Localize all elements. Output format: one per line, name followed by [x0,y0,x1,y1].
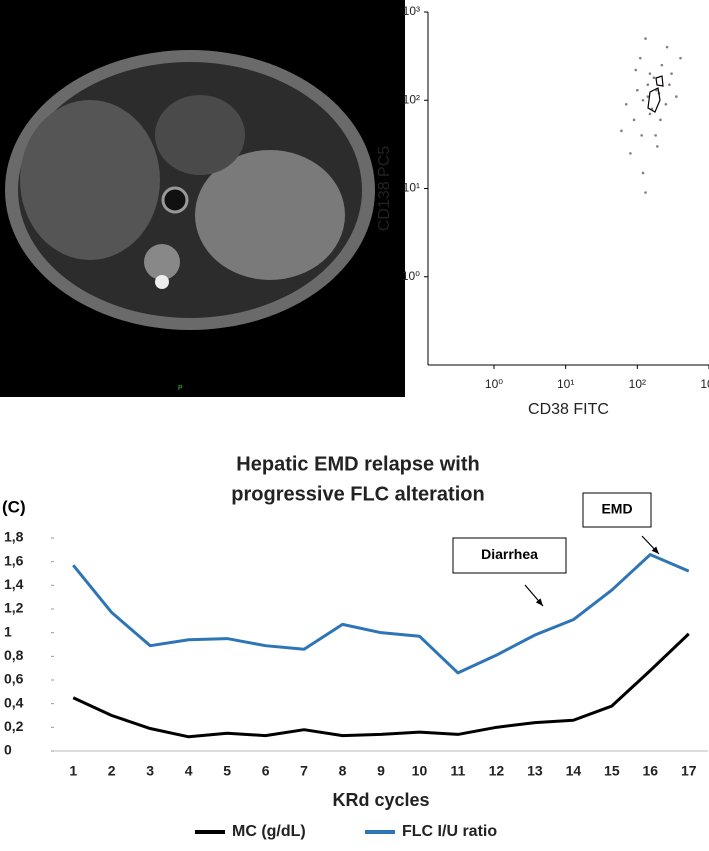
scatter-point [648,112,652,116]
mri-spleen [195,150,345,280]
y-tick-label: 1,4 [4,576,24,592]
x-tick-label: 17 [681,763,697,779]
y-tick-label: 10¹ [403,181,420,195]
scatter-point [641,98,645,102]
x-tick-label: 11 [451,763,466,779]
scatter-point [644,37,647,40]
y-tick-label: 0,4 [4,694,24,710]
x-tick-label: 7 [300,763,308,779]
y-tick-label: 0,8 [4,647,24,663]
scatter-point [644,191,647,194]
data-line [72,632,690,739]
chart-title: Hepatic EMD relapse with [236,453,479,475]
scatter-point [636,88,639,92]
scatter-point [646,95,650,98]
x-tick-label: 1 [69,763,77,779]
scatter-point [664,102,668,106]
panel-label: (A) [2,4,26,23]
annotation-arrowhead [535,598,543,606]
scatter-point [660,63,664,67]
y-tick-label: 0 [4,742,12,758]
mri-aorta [161,186,189,214]
y-tick-label: 1 [4,623,12,639]
panel-label: (B) [372,4,396,23]
scatter-point [656,145,659,148]
mri-marker: P [178,385,183,392]
x-tick-label: 10³ [700,377,709,391]
scatter-point [634,68,638,72]
x-tick-label: 10⁰ [485,377,503,391]
x-tick-label: 5 [223,763,231,779]
annotation-text: EMD [601,501,632,517]
panel-label: (C) [2,497,26,516]
scatter-point [624,102,628,106]
y-tick-label: 0,2 [4,718,24,734]
y-axis-label: CD138 PC5 [376,146,393,231]
data-line [72,553,690,675]
legend-label: FLC I/U ratio [402,823,497,840]
y-tick-label: 10³ [403,4,420,18]
x-tick-label: 8 [339,763,347,779]
x-tick-label: 12 [489,763,505,779]
scatter-point [670,72,673,75]
x-tick-label: 10¹ [557,377,574,391]
mri-image: P [0,0,405,397]
scatter-point [665,45,669,49]
scatter-point [668,83,671,87]
x-tick-label: 6 [262,763,270,779]
x-tick-label: 16 [643,763,659,779]
scatter-point [675,95,678,98]
scatter-point [652,76,656,80]
annotation-box [452,537,567,574]
x-tick-label: 10² [629,377,646,391]
scatter-point [679,56,682,60]
y-tick-label: 10⁰ [402,269,420,283]
scatter-point [648,72,652,75]
annotation-text: Diarrhea [481,546,538,562]
mri-stomach [155,95,245,175]
scatter-point [646,83,650,87]
annotation-arrowhead [651,546,659,554]
y-tick-label: 10² [403,92,420,106]
mri-cord [155,275,169,289]
scatter-point [640,134,643,137]
y-tick-label: 1,2 [4,600,24,616]
x-tick-label: 14 [566,763,582,779]
x-tick-label: 3 [146,763,154,779]
mri-liver [20,100,160,260]
scatter-point [638,56,642,60]
x-tick-label: 2 [108,763,116,779]
mri-vertebra [144,244,180,280]
y-tick-label: 0,6 [4,671,24,687]
legend-label: MC (g/dL) [232,823,306,840]
x-axis-label: CD38 FITC [528,401,609,418]
chart-title: progressive FLC alteration [231,483,484,505]
scatter-point [632,118,636,122]
scatter-point [620,129,623,133]
x-tick-label: 15 [604,763,620,779]
scatter-point [654,134,657,137]
y-tick-label: 1,8 [4,529,24,545]
x-tick-label: 9 [377,763,385,779]
density-contour [647,75,664,113]
x-tick-label: 10 [412,763,428,779]
x-axis-label: KRd cycles [332,790,429,810]
annotation-box [582,492,652,528]
scatter-point [641,171,645,175]
scatter-point [659,118,662,122]
x-tick-label: 13 [527,763,543,779]
scatter-point [629,152,632,155]
y-tick-label: 1,6 [4,552,24,568]
x-tick-label: 4 [185,763,193,779]
